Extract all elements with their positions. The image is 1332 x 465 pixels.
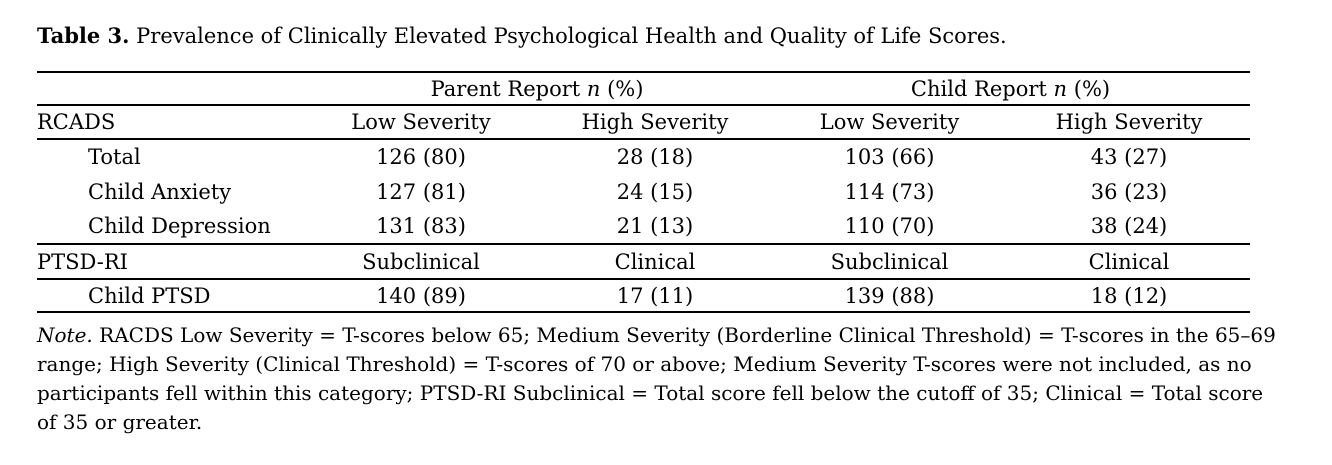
- parent-report-header: Parent Report n (%): [303, 72, 771, 106]
- report-header-row: Parent Report n (%) Child Report n (%): [37, 72, 1251, 106]
- cell-value: 114 (73): [844, 179, 935, 204]
- note-line-text: RACDS Low Severity = T-scores below 65; …: [92, 323, 1276, 347]
- prevalence-table: Parent Report n (%) Child Report n (%) R…: [37, 71, 1251, 313]
- row-label: Child Anxiety: [88, 179, 232, 204]
- table-caption: Table 3. Prevalence of Clinically Elevat…: [37, 22, 1312, 50]
- cell-value: Subclinical: [303, 244, 539, 280]
- note-line: participants fell within this category; …: [37, 381, 1264, 405]
- cell-value: 38 (24): [1008, 209, 1251, 245]
- table-note: Note. RACDS Low Severity = T-scores belo…: [37, 321, 1312, 437]
- table-row-child-depression: Child Depression 131 (83) 21 (13) 110 (7…: [37, 209, 1251, 245]
- child-report-header: Child Report n (%): [771, 72, 1251, 106]
- cell-value: 103 (66): [844, 145, 935, 169]
- cell-value: 139 (88): [844, 283, 935, 308]
- cell-value: 18 (12): [1090, 283, 1168, 308]
- note-line: range; High Severity (Clinical Threshold…: [37, 352, 1252, 376]
- cell-value: 36 (23): [1090, 179, 1168, 204]
- cell-value: Clinical: [1008, 244, 1251, 280]
- report-header-empty-cell: [37, 72, 303, 106]
- note-label: Note.: [37, 323, 93, 347]
- cell-value: 140 (89): [376, 283, 466, 308]
- row-label: Child PTSD: [88, 283, 211, 308]
- cell-value: Clinical: [539, 244, 771, 280]
- note-line: of 35 or greater.: [37, 410, 203, 434]
- parent-report-n: n: [586, 76, 601, 101]
- table-caption-text: Prevalence of Clinically Elevated Psycho…: [129, 24, 1007, 48]
- cell-value: 110 (70): [771, 209, 1008, 245]
- table-caption-number: Table 3.: [37, 23, 130, 48]
- cell-value: 126 (80): [376, 145, 466, 169]
- cell-value: 17 (11): [616, 283, 694, 308]
- child-report-pct: (%): [1067, 76, 1111, 101]
- cell-value: Subclinical: [771, 244, 1008, 280]
- cell-value: 24 (15): [616, 179, 694, 204]
- table-row-child-anxiety: Child Anxiety 127 (81) 24 (15) 114 (73) …: [37, 174, 1250, 209]
- note-line: Note. RACDS Low Severity = T-scores belo…: [37, 321, 1312, 350]
- table-row-ptsd-ri: PTSD-RI Subclinical Clinical Subclinical…: [37, 244, 1251, 280]
- column-header-rcads: RCADS: [37, 105, 303, 140]
- row-label-ptsd-ri: PTSD-RI: [37, 244, 303, 280]
- column-header-parent-high: High Severity: [539, 105, 771, 140]
- column-header-child-high: High Severity: [1008, 105, 1251, 140]
- child-report-label: Child Report: [910, 76, 1054, 101]
- row-label: Total: [88, 145, 141, 169]
- cell-value: 43 (27): [1090, 145, 1168, 169]
- cell-value: 131 (83): [303, 209, 539, 245]
- parent-report-label: Parent Report: [430, 76, 587, 101]
- cell-value: 21 (13): [539, 209, 771, 245]
- table-row-total: Total 126 (80) 28 (18) 103 (66) 43 (27): [37, 139, 1250, 174]
- parent-report-pct: (%): [600, 76, 644, 101]
- child-report-n: n: [1053, 76, 1068, 101]
- column-header-parent-low: Low Severity: [303, 105, 539, 140]
- column-header-child-low: Low Severity: [771, 105, 1008, 140]
- cell-value: 127 (81): [376, 179, 466, 204]
- row-label: Child Depression: [37, 209, 303, 245]
- column-header-row: RCADS Low Severity High Severity Low Sev…: [37, 105, 1251, 140]
- table-row-child-ptsd: Child PTSD 140 (89) 17 (11) 139 (88) 18 …: [37, 279, 1250, 312]
- cell-value: 28 (18): [616, 145, 694, 169]
